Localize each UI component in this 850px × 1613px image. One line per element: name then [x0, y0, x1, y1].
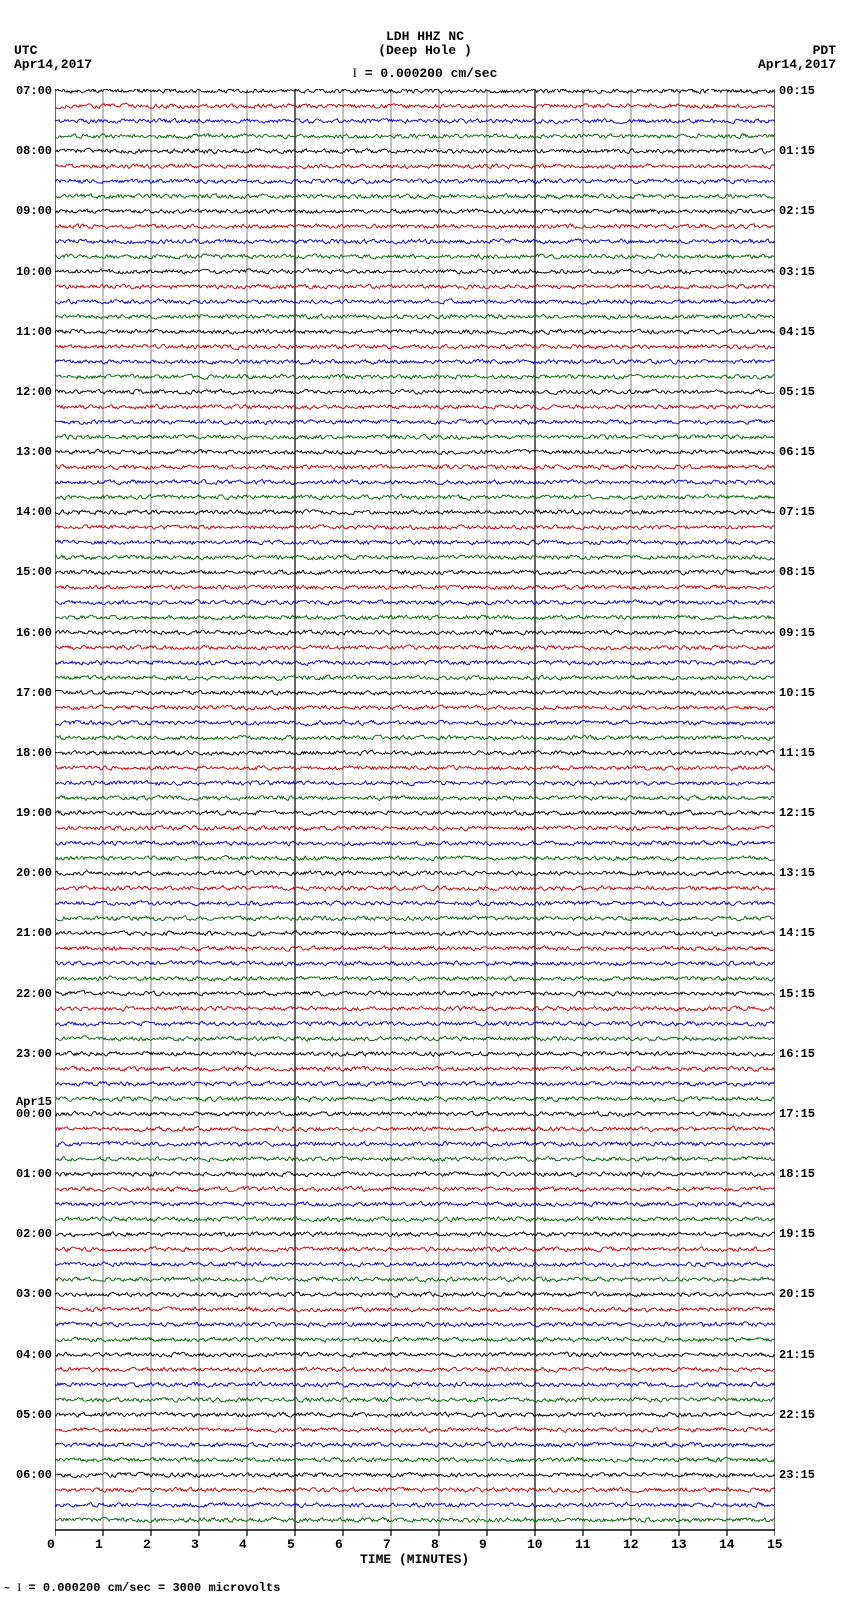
pdt-hour-label: 00:15: [779, 85, 815, 97]
x-tick-label: 0: [47, 1538, 55, 1551]
pdt-hour-label: 21:15: [779, 1349, 815, 1361]
x-tick-label: 4: [239, 1538, 247, 1551]
station-title: LDH HHZ NC: [0, 30, 850, 43]
utc-hour-label: 10:00: [16, 266, 52, 278]
left-date-label: Apr14,2017: [14, 58, 92, 71]
utc-hour-label: 00:00: [16, 1108, 52, 1120]
pdt-hour-label: 12:15: [779, 807, 815, 819]
utc-hour-label: 21:00: [16, 927, 52, 939]
x-tick-label: 15: [767, 1538, 783, 1551]
utc-hour-label: 13:00: [16, 446, 52, 458]
utc-hour-label: 04:00: [16, 1349, 52, 1361]
x-tick-label: 13: [671, 1538, 687, 1551]
utc-hour-label: 11:00: [16, 326, 52, 338]
x-tick-label: 2: [143, 1538, 151, 1551]
footer-scale-text: ~ I = 0.000200 cm/sec = 3000 microvolts: [4, 1580, 280, 1595]
utc-hour-label: 23:00: [16, 1048, 52, 1060]
pdt-hour-label: 23:15: [779, 1469, 815, 1481]
pdt-hour-label: 16:15: [779, 1048, 815, 1060]
x-tick-label: 14: [719, 1538, 735, 1551]
utc-hour-label: 18:00: [16, 747, 52, 759]
pdt-hour-label: 17:15: [779, 1108, 815, 1120]
utc-hour-label: 02:00: [16, 1228, 52, 1240]
pdt-hour-label: 14:15: [779, 927, 815, 939]
utc-hour-label: 08:00: [16, 145, 52, 157]
utc-hour-label: 06:00: [16, 1469, 52, 1481]
pdt-hour-label: 10:15: [779, 687, 815, 699]
station-subtitle: (Deep Hole ): [0, 44, 850, 57]
pdt-hour-label: 03:15: [779, 266, 815, 278]
x-axis-title: TIME (MINUTES): [360, 1552, 469, 1567]
x-tick-label: 5: [287, 1538, 295, 1551]
x-tick-label: 8: [431, 1538, 439, 1551]
left-timezone-label: UTC: [14, 44, 37, 57]
seismogram-container: LDH HHZ NC (Deep Hole ) I = 0.000200 cm/…: [0, 0, 850, 1613]
x-tick-label: 12: [623, 1538, 639, 1551]
utc-hour-label: 19:00: [16, 807, 52, 819]
pdt-hour-label: 13:15: [779, 867, 815, 879]
seismogram-plot: [55, 89, 775, 1550]
pdt-hour-label: 20:15: [779, 1288, 815, 1300]
utc-hour-label: 16:00: [16, 627, 52, 639]
utc-hour-label: 05:00: [16, 1409, 52, 1421]
right-date-label: Apr14,2017: [758, 58, 836, 71]
pdt-hour-label: 19:15: [779, 1228, 815, 1240]
x-tick-label: 6: [335, 1538, 343, 1551]
pdt-hour-label: 07:15: [779, 506, 815, 518]
x-tick-label: 10: [527, 1538, 543, 1551]
pdt-hour-label: 15:15: [779, 988, 815, 1000]
utc-hour-label: 03:00: [16, 1288, 52, 1300]
utc-hour-label: 07:00: [16, 85, 52, 97]
utc-hour-label: 20:00: [16, 867, 52, 879]
x-tick-label: 9: [479, 1538, 487, 1551]
pdt-hour-label: 11:15: [779, 747, 815, 759]
pdt-hour-label: 09:15: [779, 627, 815, 639]
right-timezone-label: PDT: [813, 44, 836, 57]
utc-hour-label: 12:00: [16, 386, 52, 398]
pdt-hour-label: 01:15: [779, 145, 815, 157]
pdt-hour-label: 08:15: [779, 566, 815, 578]
pdt-hour-label: 22:15: [779, 1409, 815, 1421]
utc-hour-label: 22:00: [16, 988, 52, 1000]
pdt-hour-label: 05:15: [779, 386, 815, 398]
scale-indicator: I = 0.000200 cm/sec: [0, 66, 850, 80]
x-tick-label: 1: [95, 1538, 103, 1551]
pdt-hour-label: 18:15: [779, 1168, 815, 1180]
utc-hour-label: 09:00: [16, 205, 52, 217]
utc-hour-label: 14:00: [16, 506, 52, 518]
utc-hour-label: 15:00: [16, 566, 52, 578]
pdt-hour-label: 06:15: [779, 446, 815, 458]
utc-hour-label: 01:00: [16, 1168, 52, 1180]
x-tick-label: 7: [383, 1538, 391, 1551]
x-tick-label: 3: [191, 1538, 199, 1551]
pdt-hour-label: 04:15: [779, 326, 815, 338]
pdt-hour-label: 02:15: [779, 205, 815, 217]
x-tick-label: 11: [575, 1538, 591, 1551]
utc-hour-label: 17:00: [16, 687, 52, 699]
